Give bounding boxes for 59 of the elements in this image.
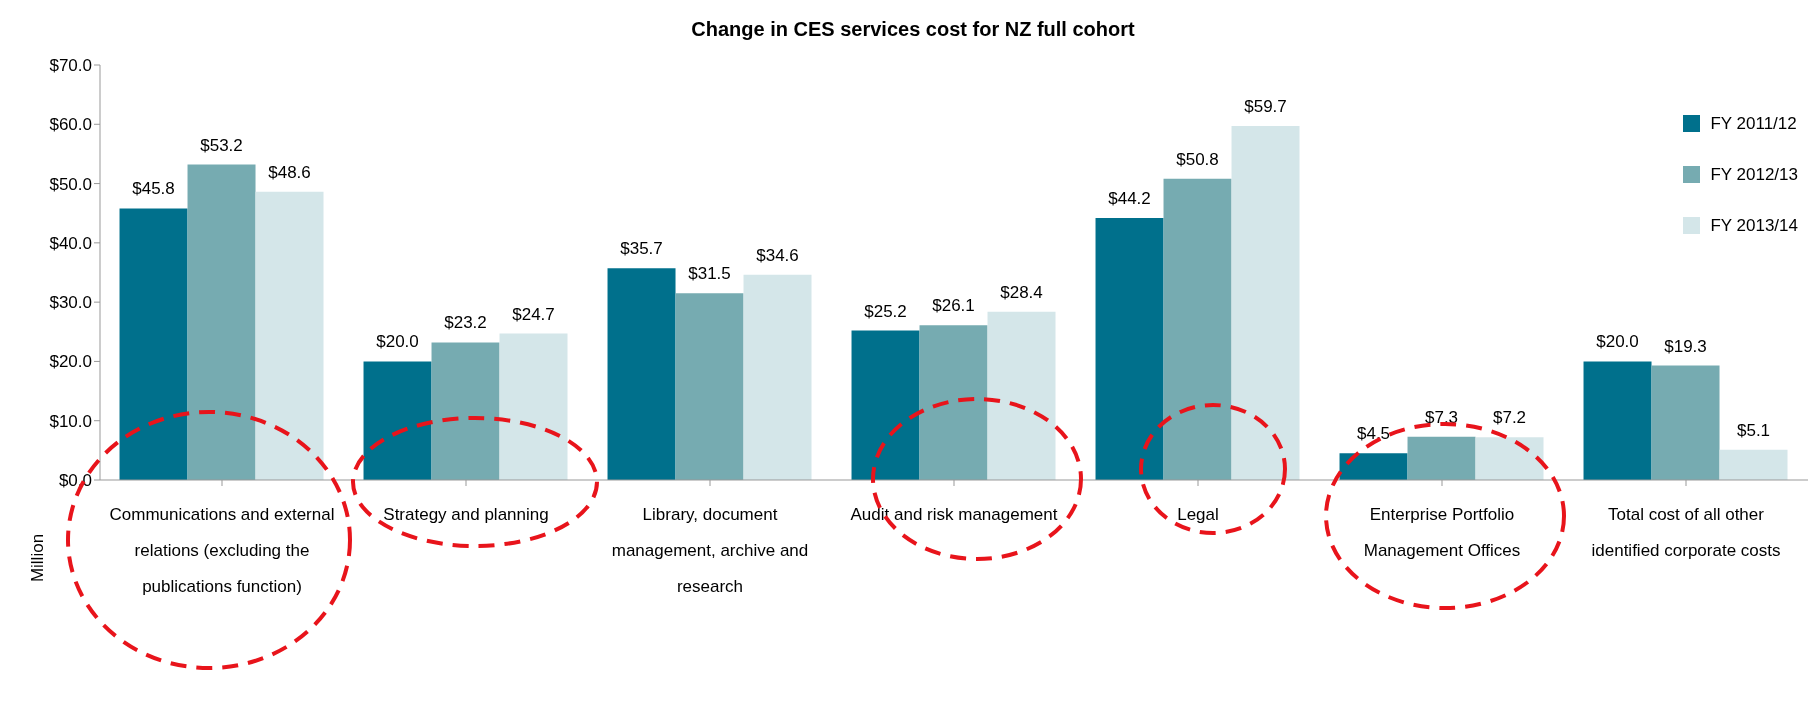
y-tick-label: $10.0 bbox=[49, 411, 92, 431]
data-label: $34.6 bbox=[756, 245, 799, 265]
data-label: $50.8 bbox=[1176, 149, 1219, 169]
y-axis-title: Million bbox=[28, 533, 48, 583]
x-tick-label: Total cost of all other identified corporate costs bbox=[1591, 505, 1781, 561]
data-label: $24.7 bbox=[512, 304, 555, 324]
data-label: $35.7 bbox=[620, 239, 663, 259]
data-label: $7.2 bbox=[1492, 408, 1527, 428]
data-label: $5.1 bbox=[1736, 420, 1771, 440]
y-tick-label: $30.0 bbox=[49, 293, 92, 313]
x-tick-label: Library, document management, archive and research bbox=[611, 505, 809, 597]
bar bbox=[499, 333, 568, 480]
bar bbox=[1583, 361, 1652, 480]
bar bbox=[1475, 437, 1544, 480]
bar bbox=[1339, 453, 1408, 480]
data-label: $20.0 bbox=[1596, 332, 1639, 352]
bar bbox=[255, 191, 324, 480]
data-label: $31.5 bbox=[688, 264, 731, 284]
legend-label: FY 2013/14 bbox=[1710, 215, 1798, 236]
data-label: $25.2 bbox=[864, 301, 907, 321]
bar bbox=[1095, 217, 1164, 480]
data-label: $20.0 bbox=[376, 332, 419, 352]
y-tick-label: $0.0 bbox=[58, 471, 92, 491]
bar bbox=[187, 164, 256, 480]
data-label: $23.2 bbox=[444, 313, 487, 333]
y-tick-label: $20.0 bbox=[49, 352, 92, 372]
x-tick-label: Strategy and planning bbox=[383, 505, 549, 525]
bar bbox=[1407, 436, 1476, 480]
y-tick-label: $70.0 bbox=[49, 56, 92, 76]
y-tick-label: $60.0 bbox=[49, 115, 92, 135]
chart-title: Change in CES services cost for NZ full cohort bbox=[690, 17, 1136, 42]
data-label: $28.4 bbox=[1000, 282, 1043, 302]
data-label: $7.3 bbox=[1424, 407, 1459, 427]
data-label: $4.5 bbox=[1356, 424, 1391, 444]
bar bbox=[431, 342, 500, 480]
legend-label: FY 2011/12 bbox=[1710, 113, 1797, 134]
data-label: $19.3 bbox=[1664, 336, 1707, 356]
data-label: $48.6 bbox=[268, 162, 311, 182]
bar bbox=[743, 274, 812, 480]
y-tick-label: $40.0 bbox=[49, 233, 92, 253]
bar bbox=[987, 311, 1056, 480]
x-tick-label: Legal bbox=[1177, 505, 1219, 525]
data-label: $53.2 bbox=[200, 135, 243, 155]
x-tick-label: Communications and external relations (excluding the publications function) bbox=[109, 505, 335, 597]
bar bbox=[675, 293, 744, 480]
data-label: $44.2 bbox=[1108, 188, 1151, 208]
bar bbox=[1719, 449, 1788, 480]
bar bbox=[851, 330, 920, 480]
bar bbox=[119, 208, 188, 480]
bar bbox=[919, 325, 988, 480]
data-label: $26.1 bbox=[932, 296, 975, 316]
bar bbox=[363, 361, 432, 480]
data-label: $59.7 bbox=[1244, 97, 1287, 117]
bar bbox=[1651, 365, 1720, 480]
data-label: $45.8 bbox=[132, 179, 175, 199]
y-tick-label: $50.0 bbox=[49, 174, 92, 194]
bar bbox=[607, 268, 676, 480]
legend-label: FY 2012/13 bbox=[1710, 164, 1798, 185]
x-tick-label: Enterprise Portfolio Management Offices bbox=[1363, 505, 1521, 561]
